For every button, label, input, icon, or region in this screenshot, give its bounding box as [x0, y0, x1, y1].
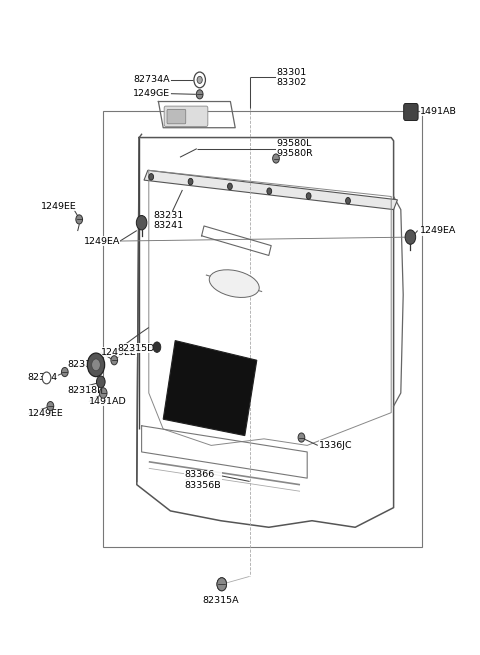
Text: 82734A: 82734A	[134, 75, 170, 84]
Circle shape	[298, 433, 305, 442]
Circle shape	[99, 388, 107, 398]
Text: 1249EA: 1249EA	[420, 226, 456, 235]
Ellipse shape	[209, 270, 259, 297]
FancyBboxPatch shape	[164, 106, 208, 126]
Polygon shape	[144, 170, 397, 210]
Circle shape	[188, 178, 193, 185]
Circle shape	[267, 188, 272, 195]
Text: 83231
83241: 83231 83241	[154, 211, 184, 231]
Text: 1249EE: 1249EE	[28, 409, 63, 419]
Circle shape	[149, 174, 154, 180]
Text: 82315D: 82315D	[118, 344, 155, 353]
Text: 1491AB: 1491AB	[420, 107, 457, 116]
Text: 82315A: 82315A	[203, 596, 239, 605]
Circle shape	[346, 198, 350, 204]
Text: 1336JC: 1336JC	[319, 441, 353, 450]
FancyBboxPatch shape	[167, 109, 186, 124]
Circle shape	[197, 77, 202, 83]
Circle shape	[196, 90, 203, 99]
Text: 1249EE: 1249EE	[41, 202, 76, 211]
Circle shape	[96, 376, 105, 388]
Text: 83366
83356B: 83366 83356B	[185, 470, 221, 490]
Text: 82318D: 82318D	[67, 386, 105, 395]
Circle shape	[111, 356, 118, 365]
Polygon shape	[163, 341, 257, 436]
Text: 93580L
93580R: 93580L 93580R	[276, 139, 313, 159]
Circle shape	[153, 342, 161, 352]
Circle shape	[228, 183, 232, 190]
Circle shape	[405, 230, 416, 244]
Text: 1249EE: 1249EE	[101, 348, 136, 357]
Circle shape	[136, 215, 147, 230]
Text: 1249GE: 1249GE	[133, 89, 170, 98]
Bar	[103, 111, 422, 547]
Circle shape	[61, 367, 68, 377]
Circle shape	[217, 578, 227, 591]
Circle shape	[42, 372, 51, 384]
Circle shape	[217, 578, 227, 591]
Circle shape	[194, 72, 205, 88]
Text: 83301
83302: 83301 83302	[276, 67, 306, 87]
FancyBboxPatch shape	[404, 103, 418, 121]
Circle shape	[76, 215, 83, 224]
Circle shape	[47, 402, 54, 411]
Text: 1249EA: 1249EA	[84, 236, 120, 246]
Circle shape	[87, 353, 105, 377]
Circle shape	[273, 154, 279, 163]
Circle shape	[92, 359, 100, 371]
Text: 82313A: 82313A	[67, 360, 104, 369]
Text: 82314: 82314	[28, 373, 58, 383]
Text: 1491AD: 1491AD	[89, 397, 127, 406]
Circle shape	[306, 193, 311, 199]
